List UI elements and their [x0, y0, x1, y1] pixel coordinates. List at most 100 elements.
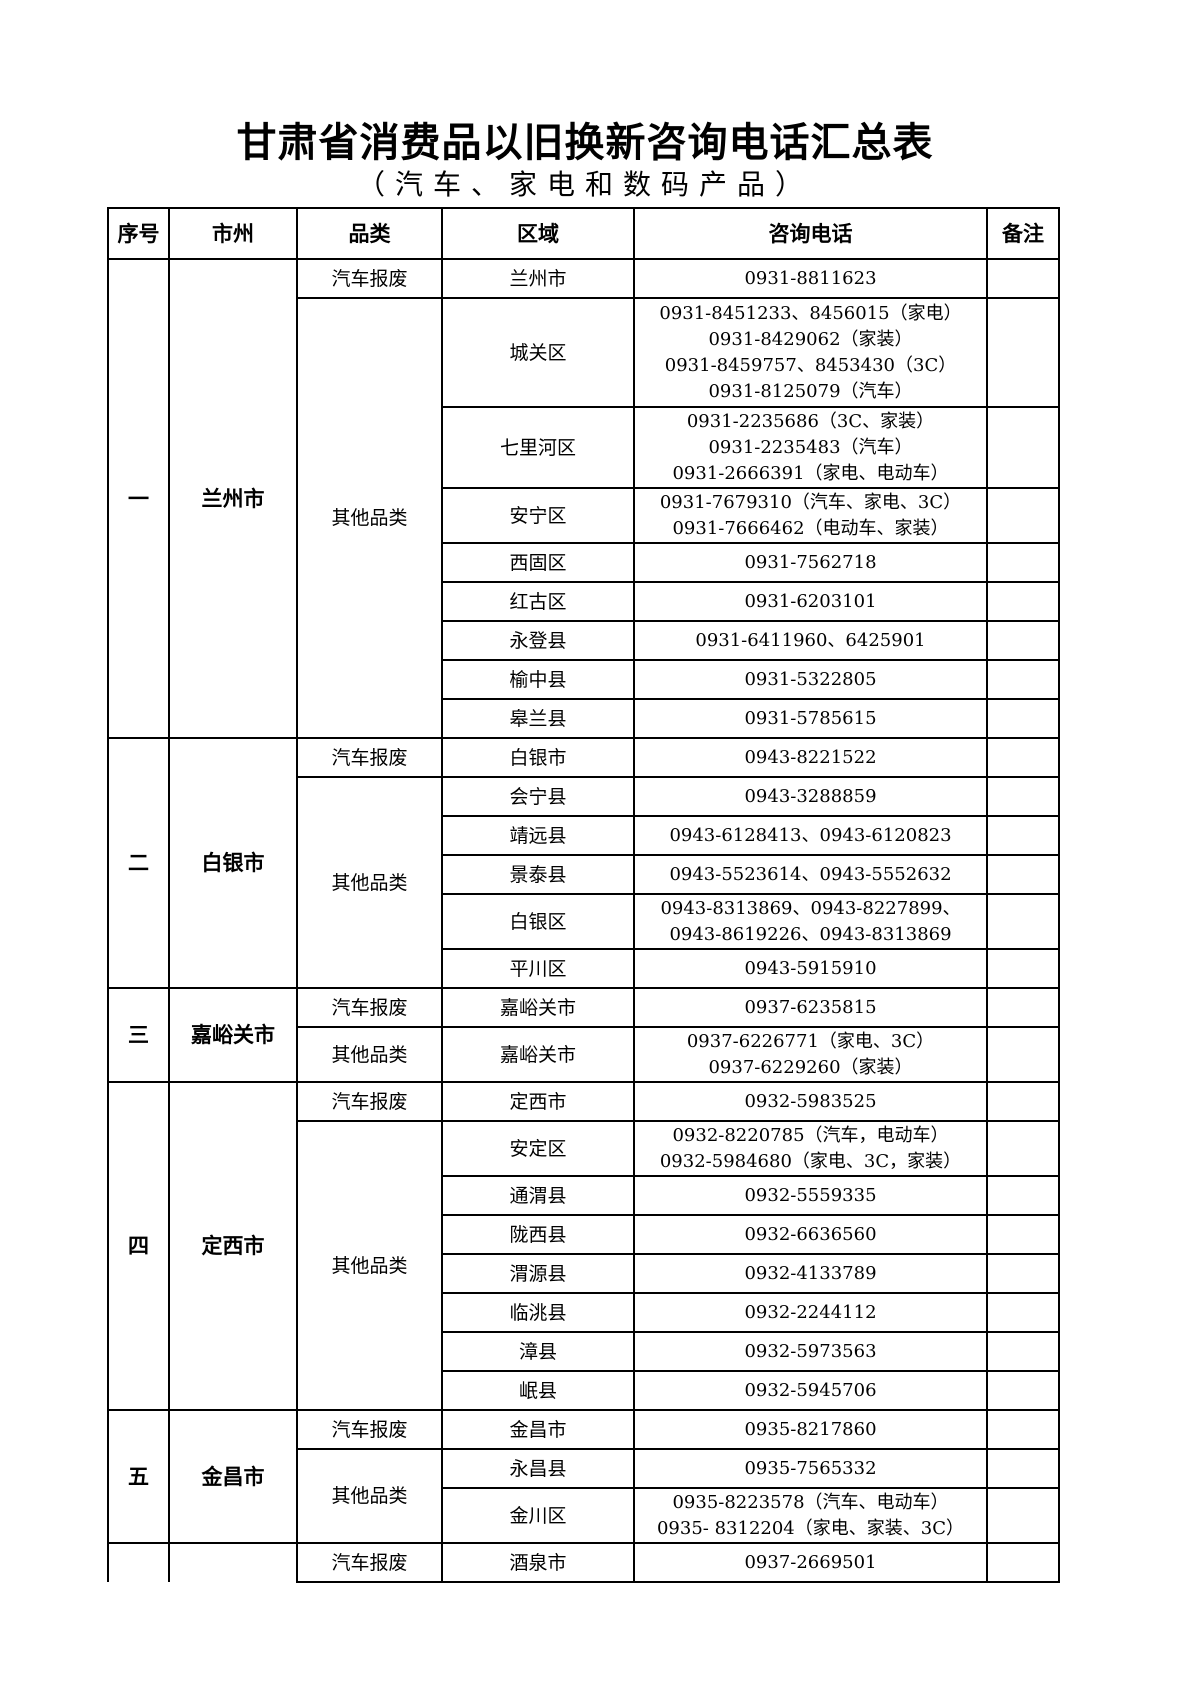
header-row: 序号 市州 品类 区域 咨询电话 备注 [107, 207, 1060, 260]
table-row: 白银区 0943-8313869、0943-8227899、 0943-861922… [108, 893, 1060, 950]
table-row: 临洮县 0932-2244112 [108, 1292, 1060, 1333]
phone-numbers: 0943-8221522 [633, 737, 988, 778]
area-name: 西固区 [441, 542, 635, 583]
table-row: 岷县 0932-5945706 [108, 1370, 1060, 1411]
phone-numbers: 0931-5322805 [633, 659, 988, 700]
hotline-table: 序号 市州 品类 区域 咨询电话 备注 一兰州市 汽车报废 兰州市 0931-8811… [107, 207, 1060, 1583]
phone-line: 0943-3288859 [744, 785, 877, 807]
header-phone: 咨询电话 [633, 207, 988, 260]
category: 汽车报废 [296, 737, 443, 778]
remarks-cell [986, 581, 1060, 622]
table-row: 其他品类 会宁县 0943-3288859 [108, 776, 1060, 989]
table-row: 榆中县 0931-5322805 [108, 659, 1060, 700]
category: 其他品类 [296, 776, 443, 989]
phone-numbers: 0931-8451233、8456015（家电） 0931-8429062（家装）… [633, 297, 988, 408]
area-name: 通渭县 [441, 1175, 635, 1216]
phone-line: 0932-4133789 [744, 1262, 877, 1284]
remarks-cell [986, 258, 1060, 299]
phone-line: 0931-6411960、6425901 [695, 629, 926, 651]
page-subtitle: （汽车、家电和数码产品） [356, 168, 813, 201]
remarks-cell [986, 620, 1060, 661]
table-row: 其他品类 安定区 0932-8220785（汽车，电动车） 0932-5984680（… [108, 1120, 1060, 1411]
remarks-cell [986, 1175, 1060, 1216]
remarks-cell [986, 1214, 1060, 1255]
table-row: 漳县 0932-5973563 [108, 1331, 1060, 1372]
category: 汽车报废 [296, 1542, 443, 1583]
area-name: 榆中县 [441, 659, 635, 700]
phone-numbers: 0931-6411960、6425901 [633, 620, 988, 661]
area-name: 酒泉市 [441, 1542, 635, 1583]
phone-line: 0931-8429062（家装） [708, 328, 913, 350]
phone-line: 0937-6235815 [744, 996, 877, 1018]
remarks-cell [986, 815, 1060, 856]
phone-line: 0935-8223578（汽车、电动车） [672, 1491, 949, 1513]
area-name: 安定区 [441, 1120, 635, 1177]
area-name: 城关区 [441, 297, 635, 408]
table-row: 五金昌市 汽车报废 金昌市 0935-8217860 [107, 1409, 1060, 1544]
category: 其他品类 [296, 297, 443, 739]
phone-line: 0931-5785615 [744, 707, 877, 729]
remarks-cell [986, 893, 1060, 950]
phone-numbers: 0932-5945706 [633, 1370, 988, 1411]
phone-line: 0932-2244112 [744, 1301, 877, 1323]
area-name: 嘉峪关市 [441, 1026, 635, 1083]
table-row: 四定西市 汽车报废 定西市 0932-5983525 [107, 1081, 1060, 1411]
phone-line: 0932-5945706 [744, 1379, 877, 1401]
row-index: 四 [107, 1081, 170, 1411]
area-name: 兰州市 [441, 258, 635, 299]
phone-numbers: 0943-5915910 [633, 948, 988, 989]
phone-line: 0931-7562718 [744, 551, 877, 573]
header-city: 市州 [168, 207, 298, 260]
table-row: 安宁区 0931-7679310（汽车、家电、3C） 0931-7666462（电动… [108, 487, 1060, 544]
phone-line: 0931-7679310（汽车、家电、3C） [659, 491, 962, 513]
table-row: 其他品类 城关区 0931-8451233、8456015（家电） 0931-8429… [108, 297, 1060, 739]
remarks-cell [986, 1081, 1060, 1122]
table-row: 汽车报废 酒泉市 0937-2669501 [107, 1542, 1060, 1583]
area-name: 嘉峪关市 [441, 987, 635, 1028]
table-row: 西固区 0931-7562718 [108, 542, 1060, 583]
phone-numbers: 0943-6128413、0943-6120823 [633, 815, 988, 856]
table-row: 其他品类 嘉峪关市 0937-6226771（家电、3C） 0937-6229260（… [108, 1026, 1060, 1083]
area-name: 金川区 [441, 1487, 635, 1544]
phone-line: 0931-2235483（汽车） [708, 436, 913, 458]
phone-numbers: 0931-7562718 [633, 542, 988, 583]
phone-numbers: 0931-2235686（3C、家装） 0931-2235483（汽车） 0931-… [633, 406, 988, 489]
remarks-cell [986, 542, 1060, 583]
phone-line: 0943-8313869、0943-8227899、 [660, 897, 961, 919]
phone-line: 0932-5983525 [744, 1090, 877, 1112]
table-row: 二白银市 汽车报废 白银市 0943-8221522 [107, 737, 1060, 989]
remarks-cell [986, 1409, 1060, 1450]
category: 其他品类 [296, 1120, 443, 1411]
area-name: 漳县 [441, 1331, 635, 1372]
remarks-cell [986, 659, 1060, 700]
area-name: 永登县 [441, 620, 635, 661]
area-name: 陇西县 [441, 1214, 635, 1255]
table-row: 通渭县 0932-5559335 [108, 1175, 1060, 1216]
table-row: 三嘉峪关市 汽车报废 嘉峪关市 0937-6235815 [107, 987, 1060, 1083]
area-name: 会宁县 [441, 776, 635, 817]
area-name: 临洮县 [441, 1292, 635, 1333]
remarks-cell [986, 1542, 1060, 1583]
header-index: 序号 [107, 207, 170, 260]
remarks-cell [986, 948, 1060, 989]
category: 其他品类 [296, 1448, 443, 1544]
phone-line: 0932-8220785（汽车，电动车） [672, 1124, 949, 1146]
row-index: 三 [107, 987, 170, 1083]
phone-line: 0932-5559335 [744, 1184, 877, 1206]
phone-line: 0931-8451233、8456015（家电） [659, 302, 962, 324]
phone-numbers: 0943-8313869、0943-8227899、 0943-8619226、0… [633, 893, 988, 950]
category: 汽车报废 [296, 1081, 443, 1122]
phone-line: 0935- 8312204（家电、家装、3C） [656, 1517, 964, 1539]
remarks-cell [986, 1448, 1060, 1489]
phone-numbers: 0931-7679310（汽车、家电、3C） 0931-7666462（电动车、家… [633, 487, 988, 544]
phone-line: 0931-7666462（电动车、家装） [672, 517, 949, 539]
phone-numbers: 0937-2669501 [633, 1542, 988, 1583]
table-row: 一兰州市 汽车报废 兰州市 0931-8811623 [107, 258, 1060, 739]
remarks-cell [986, 297, 1060, 408]
phone-numbers: 0932-5973563 [633, 1331, 988, 1372]
phone-numbers: 0943-3288859 [633, 776, 988, 817]
city-name: 定西市 [168, 1081, 298, 1411]
phone-line: 0932-5984680（家电、3C，家装） [659, 1150, 962, 1172]
table-row: 陇西县 0932-6636560 [108, 1214, 1060, 1255]
phone-line: 0931-8125079（汽车） [708, 380, 913, 402]
